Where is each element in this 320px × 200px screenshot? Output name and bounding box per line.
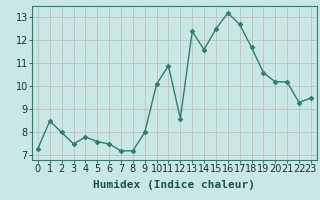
X-axis label: Humidex (Indice chaleur): Humidex (Indice chaleur) [93,180,255,190]
